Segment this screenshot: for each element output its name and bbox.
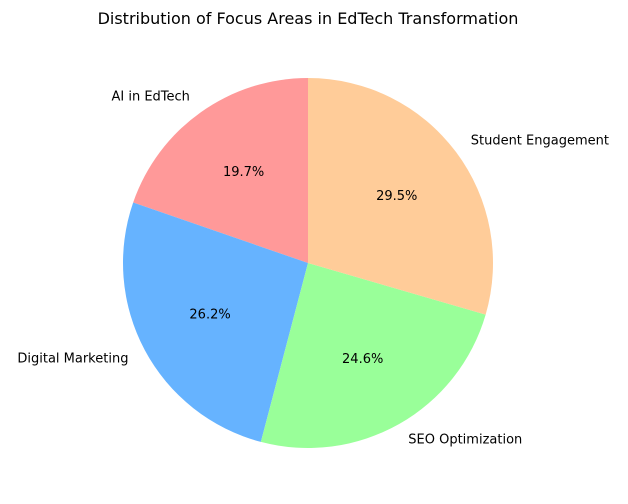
slice-percent-ai-in-edtech: 19.7%: [223, 165, 264, 180]
pie-labels: AI in EdTech 19.7% Digital Marketing 26.2% S…: [17, 90, 609, 448]
chart-title: Distribution of Focus Areas in EdTech Tr…: [98, 9, 519, 28]
pie-slice-student-engagement: [308, 78, 493, 315]
slice-label-ai-in-edtech: AI in EdTech: [112, 90, 190, 105]
pie-slice-ai-in-edtech: [133, 78, 308, 263]
slice-label-student-engagement: Student Engagement: [471, 133, 609, 148]
slice-label-seo-optimization: SEO Optimization: [408, 433, 522, 448]
pie-slice-seo-optimization: [260, 263, 486, 448]
pie-slices: [122, 78, 493, 448]
slice-label-digital-marketing: Digital Marketing: [17, 351, 128, 366]
slice-percent-digital-marketing: 26.2%: [189, 308, 230, 323]
slice-percent-student-engagement: 29.5%: [376, 189, 417, 204]
pie-slice-digital-marketing: [122, 202, 308, 442]
slice-percent-seo-optimization: 24.6%: [342, 352, 383, 367]
